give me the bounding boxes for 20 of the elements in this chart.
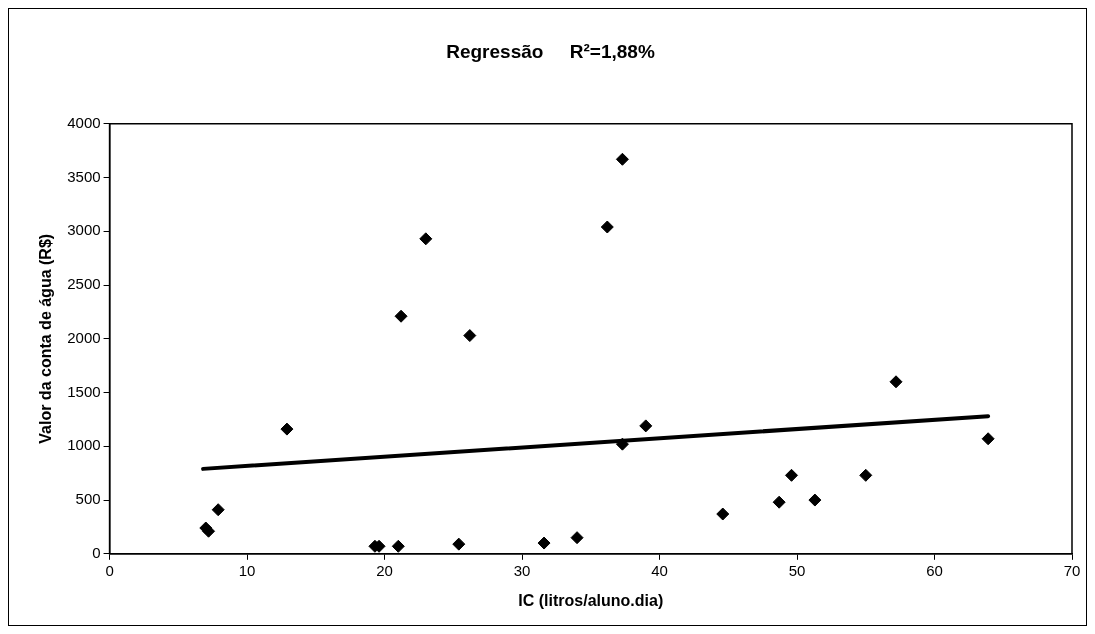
chart-title: Regressão R²=1,88% xyxy=(446,40,655,62)
y-tick-label: 3000 xyxy=(67,221,101,239)
x-tick-label: 30 xyxy=(513,561,531,579)
x-tick-label: 70 xyxy=(1063,561,1081,579)
x-tick-label: 50 xyxy=(788,561,806,579)
y-tick-label: 1500 xyxy=(67,382,101,400)
x-tick-label: 60 xyxy=(926,561,943,579)
y-tick-label: 1000 xyxy=(67,436,101,454)
y-tick-label: 2000 xyxy=(67,328,101,346)
y-tick-label: 0 xyxy=(92,543,101,561)
y-tick-label: 500 xyxy=(75,490,101,508)
y-tick-label: 3500 xyxy=(67,167,101,185)
y-tick-label: 4000 xyxy=(67,113,101,131)
y-tick-label: 2500 xyxy=(67,275,101,293)
x-tick-label: 40 xyxy=(651,561,668,579)
x-axis-title: IC (litros/aluno.dia) xyxy=(518,591,664,609)
x-tick-label: 10 xyxy=(238,561,256,579)
x-tick-label: 0 xyxy=(105,561,114,579)
x-tick-label: 20 xyxy=(376,561,393,579)
y-axis-title: Valor da conta de água (R$) xyxy=(37,233,55,444)
